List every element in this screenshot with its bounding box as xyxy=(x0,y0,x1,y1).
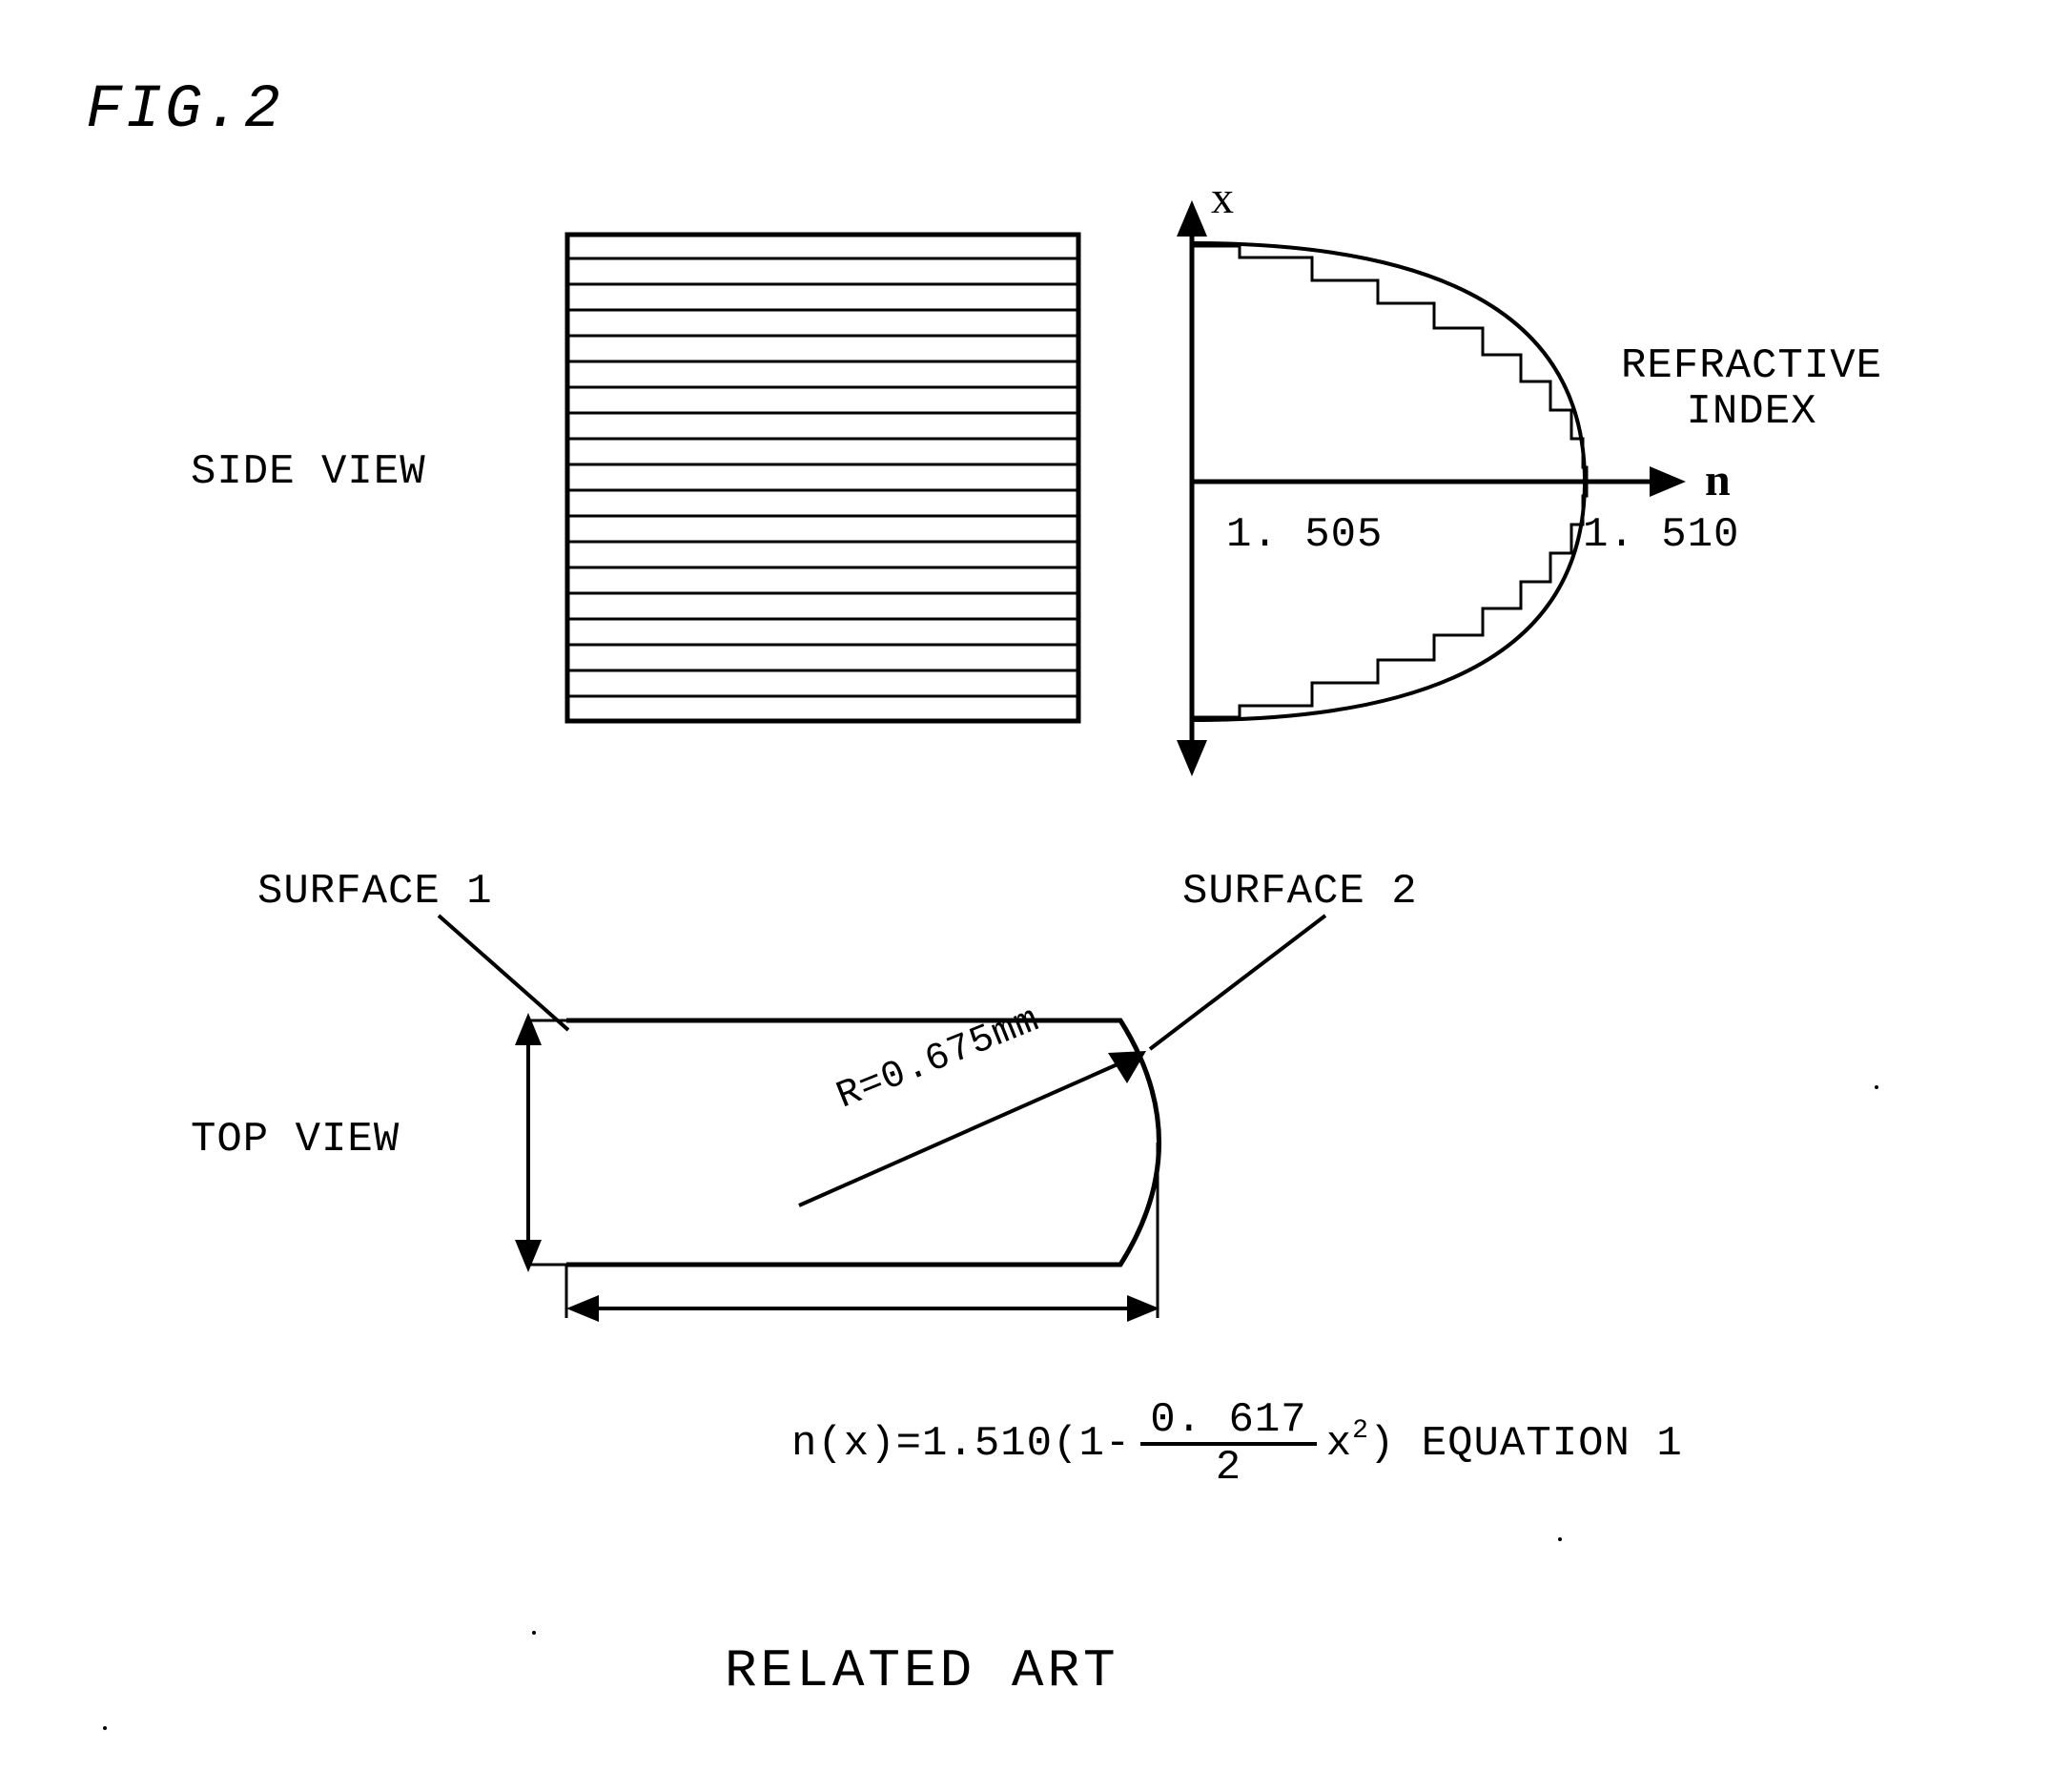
side-view-block xyxy=(567,235,1078,721)
n-value-left: 1. 505 xyxy=(1226,511,1383,559)
top-view-label: TOP VIEW xyxy=(191,1116,400,1164)
axis-x-label: x xyxy=(1211,172,1235,224)
side-view-label: SIDE VIEW xyxy=(191,448,426,496)
surface1-label: SURFACE 1 xyxy=(257,868,493,916)
surface2-label: SURFACE 2 xyxy=(1182,868,1418,916)
equation-close: ) EQUATION 1 xyxy=(1369,1420,1683,1468)
top-view-shape xyxy=(439,916,1325,1322)
n-value-right: 1. 510 xyxy=(1583,511,1739,559)
footer-label: RELATED ART xyxy=(725,1640,1119,1701)
equation-exp: 2 xyxy=(1352,1416,1369,1446)
equation-numerator: 0. 617 xyxy=(1140,1398,1316,1446)
equation-denominator: 2 xyxy=(1216,1446,1241,1490)
equation-prefix: n(x)=1.510(1- xyxy=(791,1420,1131,1468)
equation-fraction: 0. 617 2 xyxy=(1140,1398,1316,1490)
axis-n-label: n xyxy=(1705,454,1732,506)
equation-x: x xyxy=(1326,1420,1352,1468)
equation: n(x)=1.510(1- 0. 617 2 x 2 ) EQUATION 1 xyxy=(791,1398,1683,1490)
figure-title: FIG.2 xyxy=(86,76,283,145)
refractive-index-graph xyxy=(1177,200,1686,776)
refractive-index-label: REFRACTIVE INDEX xyxy=(1621,343,1882,436)
